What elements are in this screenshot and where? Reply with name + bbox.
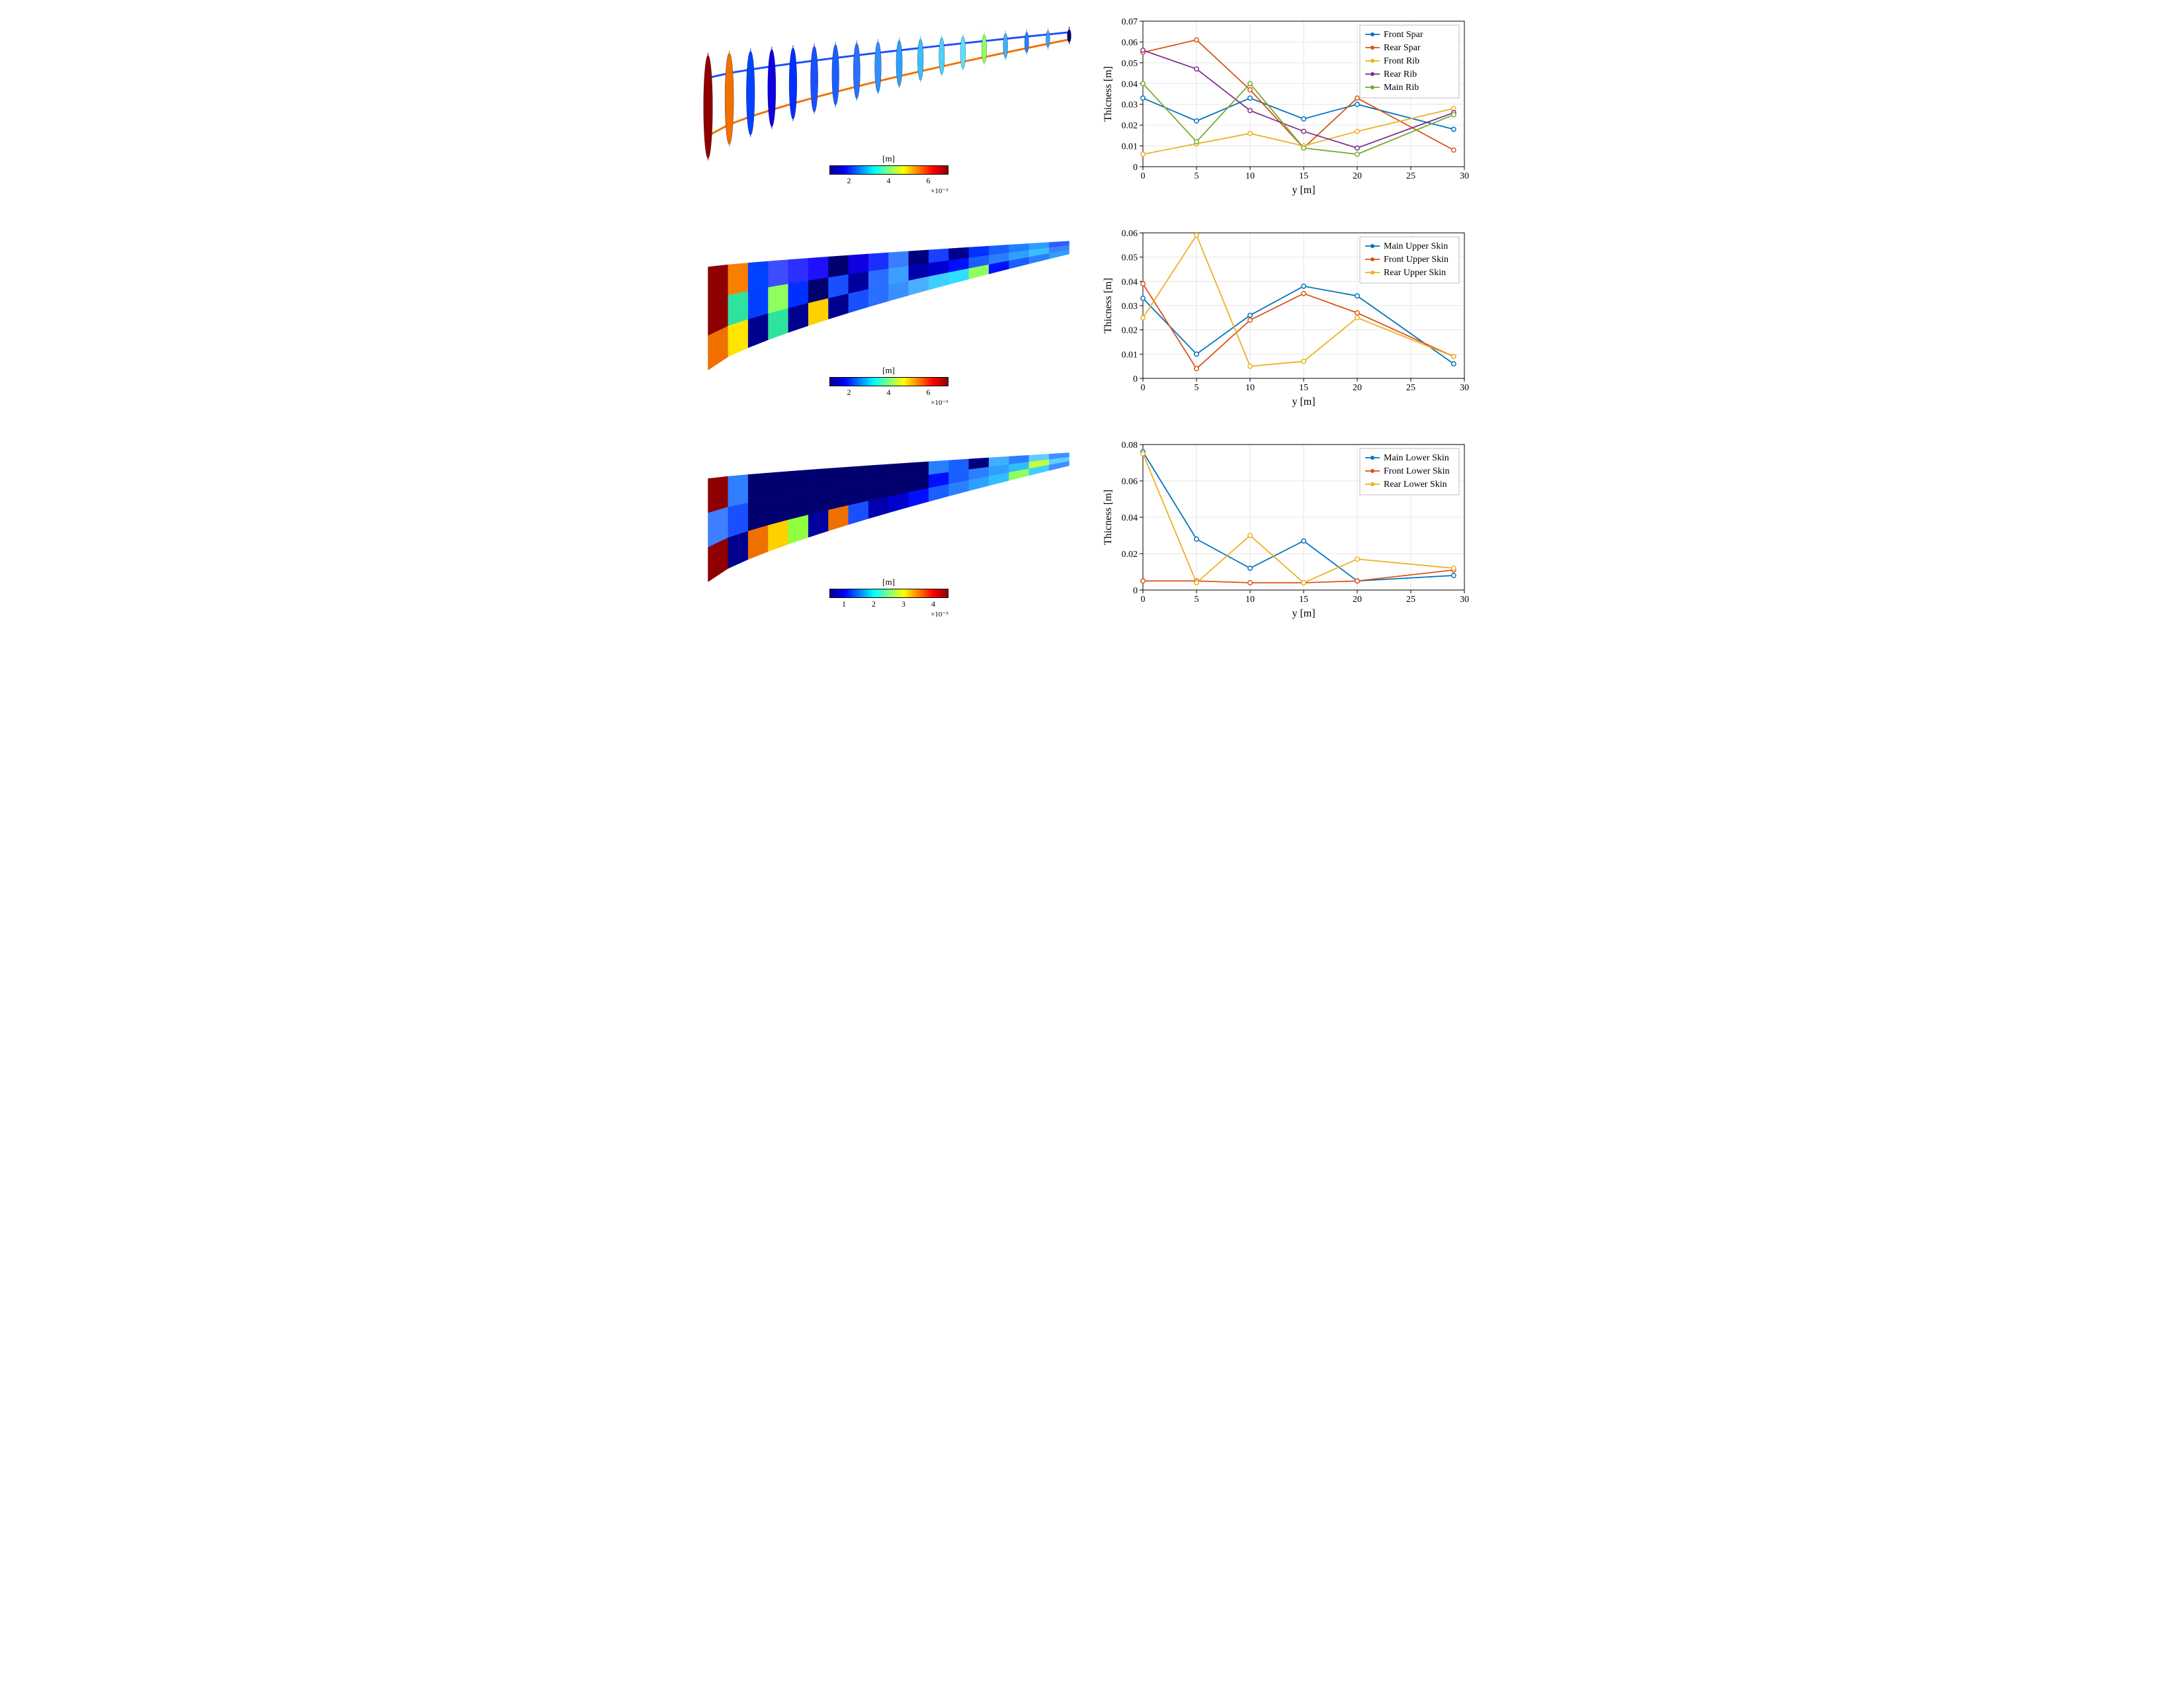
chart-lower-skin-panel: 0 5 10 15 20 25 30 0 0.02 0.04 0.06 0.08 y [m] Thicne… (1102, 437, 1489, 622)
svg-text:15: 15 (1299, 383, 1308, 393)
svg-text:20: 20 (1353, 383, 1362, 393)
svg-text:0.05: 0.05 (1122, 253, 1138, 263)
svg-text:0.02: 0.02 (1122, 550, 1138, 560)
colorbar-label: [m] (829, 577, 948, 587)
svg-text:Thicness [m]: Thicness [m] (1103, 489, 1114, 545)
colorbar-label: [m] (829, 153, 948, 164)
svg-text:0.03: 0.03 (1122, 101, 1138, 110)
svg-text:Main Upper Skin: Main Upper Skin (1384, 241, 1448, 251)
svg-text:0.01: 0.01 (1122, 350, 1138, 360)
svg-text:0: 0 (1133, 374, 1138, 384)
svg-text:0: 0 (1133, 163, 1138, 173)
wing-lower-colorbar: [m] 1234 ×10⁻³ (829, 577, 948, 618)
svg-text:10: 10 (1245, 595, 1255, 605)
svg-text:Front Spar: Front Spar (1384, 30, 1423, 40)
svg-text:5: 5 (1195, 383, 1199, 393)
svg-text:25: 25 (1406, 383, 1415, 393)
chart-lower-skin: 0 5 10 15 20 25 30 0 0.02 0.04 0.06 0.08 y [m] Thicne… (1102, 437, 1489, 622)
wing-upper-panel: [m] 246 ×10⁻³ (695, 228, 1082, 407)
colorbar-gradient (829, 589, 948, 598)
colorbar-label: [m] (829, 365, 948, 376)
chart-spars-ribs: 0 5 10 15 20 25 30 0 0.01 0.02 0.03 0.04 0.05 0.06 0.0… (1102, 13, 1489, 198)
row-2: [m] 246 ×10⁻³ 05101520253000.010.020.030… (695, 225, 1489, 410)
svg-text:0: 0 (1141, 383, 1146, 393)
svg-text:Main Rib: Main Rib (1384, 83, 1419, 93)
svg-text:10: 10 (1245, 383, 1255, 393)
svg-text:Rear Spar: Rear Spar (1384, 43, 1421, 53)
wing-ribs-colorbar: [m] 246 ×10⁻³ (829, 153, 948, 195)
row-1: [m] 246 ×10⁻³ 05101520253000.010.020.030… (695, 13, 1489, 198)
svg-text:5: 5 (1195, 595, 1199, 605)
colorbar-exponent: ×10⁻³ (829, 398, 948, 407)
svg-text:y [m]: y [m] (1292, 185, 1315, 196)
wing-lower-render: [m] 1234 ×10⁻³ (695, 440, 1082, 618)
svg-text:Rear Lower Skin: Rear Lower Skin (1384, 480, 1447, 489)
wing-upper-colorbar: [m] 246 ×10⁻³ (829, 365, 948, 407)
svg-text:0.06: 0.06 (1122, 477, 1138, 487)
chart-upper-skin: 0 5 10 15 20 25 30 0 0.01 0.02 0.03 0.04 0.05 0.06 y [… (1102, 225, 1489, 410)
svg-text:0.04: 0.04 (1122, 277, 1138, 287)
svg-text:20: 20 (1353, 171, 1362, 181)
svg-text:Main Lower Skin: Main Lower Skin (1384, 453, 1449, 463)
svg-text:15: 15 (1299, 595, 1308, 605)
svg-text:10: 10 (1245, 171, 1255, 181)
svg-text:0: 0 (1141, 595, 1146, 605)
svg-text:0.04: 0.04 (1122, 79, 1138, 89)
wing-upper-render: [m] 246 ×10⁻³ (695, 228, 1082, 407)
wing-lower-panel: [m] 1234 ×10⁻³ (695, 440, 1082, 618)
figure-grid: [m] 246 ×10⁻³ 05101520253000.010.020.030… (682, 0, 1502, 661)
svg-text:0.06: 0.06 (1122, 229, 1138, 239)
colorbar-gradient (829, 165, 948, 175)
chart-spars-ribs-panel: 0 5 10 15 20 25 30 0 0.01 0.02 0.03 0.04 0.05 0.06 0.0… (1102, 13, 1489, 198)
colorbar-exponent: ×10⁻³ (829, 187, 948, 195)
svg-text:0: 0 (1133, 586, 1138, 596)
svg-text:5: 5 (1195, 171, 1199, 181)
svg-text:Thicness [m]: Thicness [m] (1103, 66, 1114, 122)
svg-text:Rear Rib: Rear Rib (1384, 69, 1417, 79)
wing-ribs-render: [m] 246 ×10⁻³ (695, 17, 1082, 195)
colorbar-ticks: 1234 (829, 599, 948, 609)
colorbar-exponent: ×10⁻³ (829, 610, 948, 618)
svg-text:0: 0 (1141, 171, 1146, 181)
svg-text:30: 30 (1460, 595, 1469, 605)
svg-text:0.01: 0.01 (1122, 142, 1138, 152)
svg-text:0.04: 0.04 (1122, 513, 1138, 523)
svg-text:0.07: 0.07 (1122, 17, 1138, 27)
svg-text:0.02: 0.02 (1122, 121, 1138, 131)
svg-text:Front Rib: Front Rib (1384, 56, 1419, 66)
svg-text:Front Lower Skin: Front Lower Skin (1384, 466, 1450, 476)
svg-text:Thicness [m]: Thicness [m] (1103, 278, 1114, 333)
colorbar-gradient (829, 377, 948, 386)
row-3: [m] 1234 ×10⁻³ 0 5 10 15 20 25 30 0 0.02 0.04 0.06… (695, 437, 1489, 622)
svg-text:Front Upper Skin: Front Upper Skin (1384, 255, 1449, 265)
svg-text:25: 25 (1406, 171, 1415, 181)
svg-text:30: 30 (1460, 383, 1469, 393)
svg-text:0.03: 0.03 (1122, 302, 1138, 312)
wing-ribs-panel: [m] 246 ×10⁻³ (695, 17, 1082, 195)
svg-text:0.02: 0.02 (1122, 326, 1138, 336)
svg-text:Rear Upper Skin: Rear Upper Skin (1384, 268, 1446, 278)
svg-text:15: 15 (1299, 171, 1308, 181)
svg-text:30: 30 (1460, 171, 1469, 181)
colorbar-ticks: 246 (829, 176, 948, 186)
svg-text:25: 25 (1406, 595, 1415, 605)
svg-text:y [m]: y [m] (1292, 608, 1315, 619)
svg-text:0.06: 0.06 (1122, 38, 1138, 48)
chart-upper-skin-panel: 0 5 10 15 20 25 30 0 0.01 0.02 0.03 0.04 0.05 0.06 y [… (1102, 225, 1489, 410)
svg-text:y [m]: y [m] (1292, 396, 1315, 407)
colorbar-ticks: 246 (829, 388, 948, 398)
svg-text:20: 20 (1353, 595, 1362, 605)
svg-text:0.05: 0.05 (1122, 59, 1138, 69)
svg-text:0.08: 0.08 (1122, 441, 1138, 450)
